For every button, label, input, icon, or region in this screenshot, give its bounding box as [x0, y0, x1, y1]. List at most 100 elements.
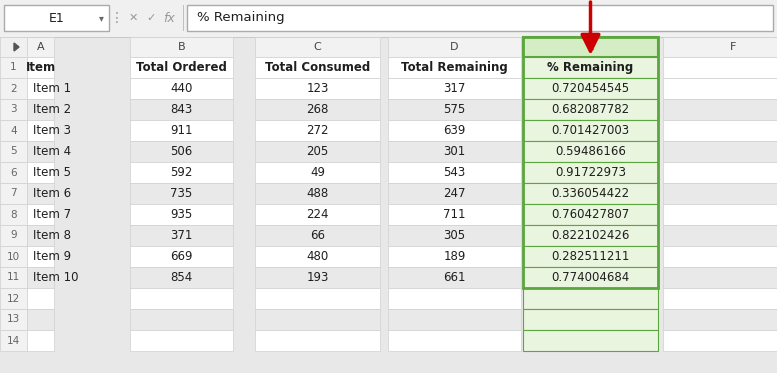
Bar [27, 204, 54, 225]
Text: 5: 5 [10, 147, 17, 157]
Bar [255, 330, 380, 351]
Bar [0, 309, 27, 330]
Text: 0.701427003: 0.701427003 [552, 124, 629, 137]
Bar [255, 225, 380, 246]
Text: ✕: ✕ [128, 13, 138, 23]
Text: 301: 301 [444, 145, 465, 158]
Bar [0, 37, 777, 38]
Bar [0, 183, 27, 204]
Text: 735: 735 [170, 187, 193, 200]
Text: 592: 592 [170, 166, 193, 179]
Bar [388, 183, 521, 204]
Text: Item 10: Item 10 [33, 271, 78, 284]
Bar [27, 267, 54, 288]
Text: Item 5: Item 5 [33, 166, 71, 179]
Bar [130, 330, 233, 351]
Bar [663, 309, 777, 330]
Bar [255, 204, 380, 225]
Text: E1: E1 [49, 12, 64, 25]
Bar [388, 120, 521, 141]
Bar [0, 37, 27, 57]
Text: 0.760427807: 0.760427807 [552, 208, 629, 221]
Bar [663, 57, 777, 78]
Bar [0, 141, 27, 162]
Text: 317: 317 [444, 82, 465, 95]
Text: 13: 13 [7, 314, 20, 325]
Text: 0.91722973: 0.91722973 [555, 166, 626, 179]
Bar [388, 78, 521, 99]
Bar [27, 99, 54, 120]
Bar [663, 141, 777, 162]
Bar [523, 120, 658, 141]
Bar [27, 57, 54, 78]
Text: Item 8: Item 8 [33, 229, 71, 242]
Text: ▾: ▾ [99, 13, 103, 23]
Text: 854: 854 [170, 271, 193, 284]
Bar [27, 288, 54, 309]
Bar [523, 288, 658, 309]
Bar [255, 37, 380, 57]
Bar [663, 120, 777, 141]
Text: 247: 247 [443, 187, 465, 200]
Bar [255, 78, 380, 99]
Bar [255, 99, 380, 120]
Bar [130, 57, 233, 78]
Bar [0, 57, 27, 78]
Text: Total Remaining: Total Remaining [401, 61, 508, 74]
Text: Item: Item [26, 61, 56, 74]
Bar [388, 99, 521, 120]
Text: C: C [314, 42, 322, 52]
Bar [0, 99, 27, 120]
Bar [183, 5, 184, 31]
Text: ⋮: ⋮ [110, 11, 124, 25]
Bar [255, 288, 380, 309]
Text: 205: 205 [306, 145, 329, 158]
Bar [130, 183, 233, 204]
Bar [130, 162, 233, 183]
Bar [663, 183, 777, 204]
Bar [663, 99, 777, 120]
Text: fx: fx [163, 12, 175, 25]
Bar [27, 37, 54, 57]
Bar [130, 37, 233, 57]
Bar [663, 288, 777, 309]
Text: % Remaining: % Remaining [547, 61, 633, 74]
Bar [255, 57, 380, 78]
Bar [388, 330, 521, 351]
Bar [255, 267, 380, 288]
Bar [130, 204, 233, 225]
Text: 0.336054422: 0.336054422 [552, 187, 629, 200]
Bar [523, 204, 658, 225]
Bar [27, 141, 54, 162]
Bar [255, 141, 380, 162]
Bar [130, 267, 233, 288]
Bar [27, 330, 54, 351]
Text: 935: 935 [170, 208, 193, 221]
Bar [130, 99, 233, 120]
Bar [663, 330, 777, 351]
Bar [130, 141, 233, 162]
Text: 6: 6 [10, 167, 17, 178]
Bar [255, 309, 380, 330]
Text: 9: 9 [10, 231, 17, 241]
Bar [663, 267, 777, 288]
Text: D: D [450, 42, 458, 52]
Bar [388, 141, 521, 162]
Text: Item 6: Item 6 [33, 187, 71, 200]
Text: 0.822102426: 0.822102426 [552, 229, 629, 242]
Bar [130, 78, 233, 99]
Text: Item 7: Item 7 [33, 208, 71, 221]
Bar [4, 5, 109, 31]
Text: A: A [37, 42, 44, 52]
Text: 272: 272 [306, 124, 329, 137]
Bar [27, 246, 54, 267]
Bar [523, 141, 658, 162]
Text: Item 2: Item 2 [33, 103, 71, 116]
Text: B: B [178, 42, 185, 52]
Bar [388, 246, 521, 267]
Bar [663, 162, 777, 183]
Bar [523, 309, 658, 330]
Text: 669: 669 [170, 250, 193, 263]
Text: Total Consumed: Total Consumed [265, 61, 370, 74]
Bar [27, 309, 54, 330]
